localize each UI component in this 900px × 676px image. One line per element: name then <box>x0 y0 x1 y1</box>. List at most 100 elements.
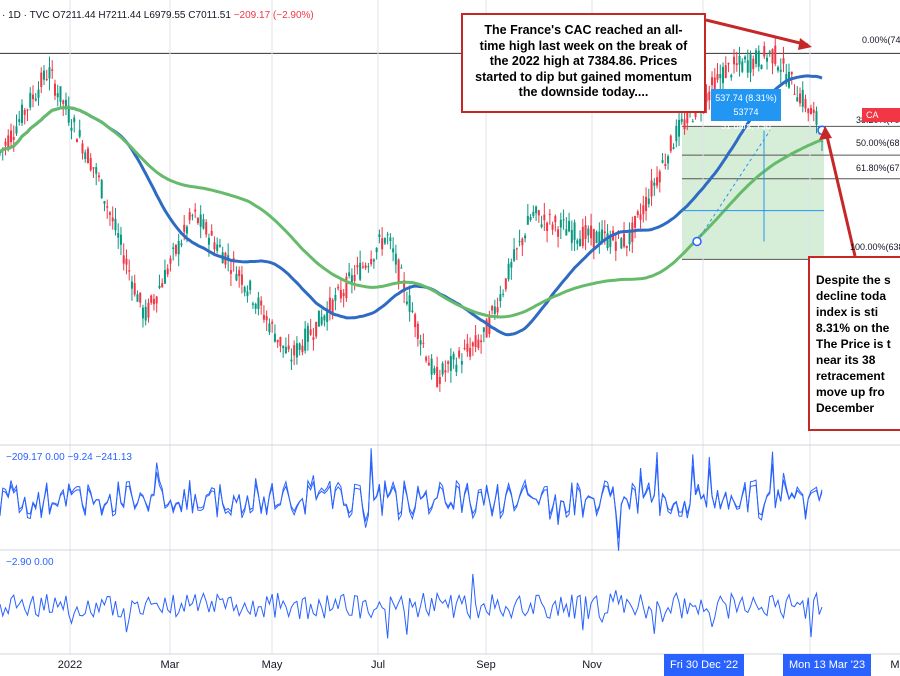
candle-body <box>394 253 397 265</box>
candle-body <box>735 63 738 66</box>
candle-body <box>716 73 719 80</box>
candle-body <box>581 226 584 246</box>
candle-body <box>130 281 133 289</box>
candle-body <box>733 56 736 65</box>
candle-body <box>20 104 23 124</box>
candle-body <box>81 143 84 154</box>
candle-body <box>34 98 37 101</box>
low-label: L <box>143 10 150 21</box>
candle-body <box>23 109 26 115</box>
candle-body <box>579 238 582 247</box>
candle-body <box>128 270 131 272</box>
candle-body <box>350 275 353 284</box>
candle-body <box>760 64 763 70</box>
candle-body <box>232 258 235 261</box>
candle-body <box>744 56 747 60</box>
candle-body <box>425 356 428 361</box>
candle-body <box>796 97 799 102</box>
candle-body <box>265 316 268 321</box>
candle-body <box>216 244 219 251</box>
candle-body <box>158 285 161 288</box>
candle-body <box>194 209 197 212</box>
note2-line: December <box>816 401 875 415</box>
candle-body <box>799 93 802 104</box>
candle-body <box>370 258 373 265</box>
candle-body <box>513 249 516 261</box>
candle-body <box>334 295 337 301</box>
note2-line: retracement <box>816 369 885 383</box>
candle-body <box>436 366 439 387</box>
candle-body <box>166 268 169 275</box>
candle-body <box>133 283 136 295</box>
candle-body <box>271 321 274 324</box>
candle-body <box>606 233 609 249</box>
candle-body <box>485 319 488 338</box>
candle-body <box>672 147 675 149</box>
indicator2-values: −2.90 0.00 <box>6 557 54 568</box>
candle-body <box>53 83 56 96</box>
candle-body <box>287 345 290 350</box>
candle-body <box>430 358 433 375</box>
x-axis-tag-start[interactable]: Fri 30 Dec '22 <box>664 654 745 676</box>
candle-body <box>64 99 67 110</box>
candle-body <box>480 340 483 343</box>
candle-body <box>122 255 125 264</box>
candle-body <box>661 160 664 163</box>
candle-body <box>708 91 711 101</box>
candle-body <box>518 241 521 243</box>
measure-tool-label[interactable]: 537.74 (8.31%) 53774 51 bars, 73d <box>711 89 781 131</box>
candle-body <box>642 205 645 215</box>
candle-body <box>562 219 565 221</box>
candle-body <box>114 218 117 231</box>
candle-body <box>95 167 98 174</box>
candle-body <box>730 75 733 78</box>
candle-body <box>724 65 727 79</box>
note2-line: decline toda <box>816 289 887 303</box>
candle-body <box>290 359 293 362</box>
candle-body <box>752 58 755 70</box>
candle-body <box>540 224 543 228</box>
candle-body <box>372 259 375 262</box>
candle-body <box>37 89 40 98</box>
ohlc-header: · 1D · TVC O7211.44 H7211.44 L6979.55 C7… <box>2 10 314 21</box>
candle-body <box>711 77 714 86</box>
measure-line-2: 51 bars, 73d <box>720 121 772 131</box>
candle-body <box>4 141 7 146</box>
candle-body <box>455 364 458 372</box>
candle-body <box>29 92 32 108</box>
candle-body <box>155 296 158 304</box>
high-label: H <box>98 10 106 21</box>
candle-body <box>70 127 73 131</box>
candle-body <box>356 265 359 268</box>
ma-blue-line <box>0 74 823 337</box>
candle-body <box>763 46 766 57</box>
candle-body <box>507 263 510 280</box>
arrow-ath-head <box>798 38 812 50</box>
candle-body <box>315 321 318 337</box>
candle-body <box>653 182 656 186</box>
close-label: C <box>188 10 196 21</box>
candle-body <box>67 107 70 123</box>
candle-body <box>477 339 480 349</box>
change-value: −209.17 (−2.90%) <box>233 10 314 21</box>
arrow-retrace <box>824 131 857 257</box>
candle-body <box>320 316 323 325</box>
x-tick-label: 2022 <box>58 659 82 671</box>
candle-body <box>543 214 546 221</box>
candle-body <box>414 314 417 328</box>
x-axis-tag-end[interactable]: Mon 13 Mar '23 <box>783 654 872 676</box>
fib-label-618: 61.80%(677 <box>856 163 900 173</box>
candle-body <box>301 345 304 353</box>
candle-body <box>568 220 571 232</box>
candle-body <box>777 67 780 71</box>
candle-body <box>249 280 252 291</box>
candle-body <box>89 158 92 171</box>
candle-body <box>636 211 639 215</box>
candle-body <box>42 70 45 80</box>
candle-body <box>510 262 513 268</box>
candle-body <box>807 108 810 114</box>
candle-body <box>705 93 708 102</box>
candle-body <box>557 229 560 237</box>
